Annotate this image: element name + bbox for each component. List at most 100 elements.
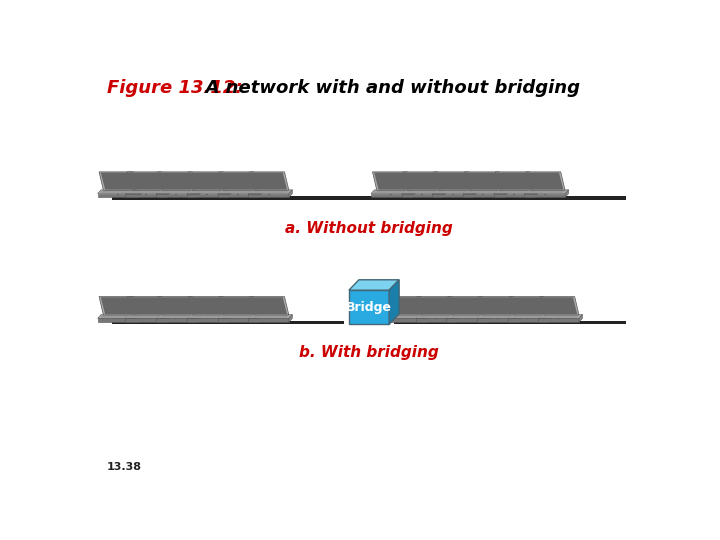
Polygon shape (250, 172, 289, 190)
Polygon shape (158, 172, 197, 190)
Polygon shape (435, 191, 472, 193)
Polygon shape (527, 191, 564, 193)
Polygon shape (467, 172, 502, 190)
Text: A network with and without bridging: A network with and without bridging (193, 79, 580, 97)
Polygon shape (156, 190, 200, 194)
Polygon shape (250, 296, 289, 315)
Polygon shape (289, 190, 292, 198)
Polygon shape (228, 190, 231, 198)
Polygon shape (156, 315, 200, 319)
Polygon shape (101, 297, 137, 314)
Polygon shape (190, 172, 226, 190)
Polygon shape (436, 172, 472, 190)
Polygon shape (129, 172, 164, 190)
Polygon shape (99, 296, 138, 315)
Polygon shape (446, 319, 487, 322)
Polygon shape (189, 172, 228, 190)
Polygon shape (526, 172, 565, 190)
Polygon shape (258, 315, 261, 322)
Polygon shape (540, 296, 579, 315)
Polygon shape (415, 315, 460, 319)
Polygon shape (372, 172, 412, 190)
Polygon shape (251, 191, 288, 193)
Polygon shape (477, 319, 518, 322)
Polygon shape (374, 191, 411, 193)
Polygon shape (138, 315, 142, 322)
Bar (394, 321, 626, 324)
Polygon shape (100, 191, 138, 193)
Polygon shape (125, 190, 170, 194)
Polygon shape (448, 296, 487, 315)
Polygon shape (524, 194, 565, 198)
Polygon shape (156, 319, 197, 322)
Polygon shape (197, 190, 200, 198)
Polygon shape (100, 315, 138, 318)
Polygon shape (187, 319, 228, 322)
Polygon shape (510, 315, 548, 318)
Polygon shape (449, 315, 487, 318)
Polygon shape (433, 190, 477, 194)
Polygon shape (125, 194, 166, 198)
Polygon shape (138, 190, 142, 198)
Polygon shape (389, 280, 399, 324)
Polygon shape (433, 194, 473, 198)
Polygon shape (99, 172, 138, 190)
Polygon shape (412, 190, 415, 198)
Bar (112, 196, 626, 199)
Polygon shape (541, 315, 578, 318)
Polygon shape (289, 315, 292, 322)
Polygon shape (388, 297, 424, 314)
Polygon shape (189, 296, 228, 315)
Polygon shape (371, 190, 415, 194)
Polygon shape (217, 319, 258, 322)
Polygon shape (128, 191, 166, 193)
Polygon shape (129, 297, 164, 314)
Polygon shape (402, 190, 446, 194)
Polygon shape (158, 296, 197, 315)
Polygon shape (511, 297, 546, 314)
Polygon shape (518, 315, 521, 322)
Polygon shape (258, 190, 261, 198)
Text: Figure 13.12:: Figure 13.12: (107, 79, 243, 97)
Polygon shape (128, 315, 166, 318)
Polygon shape (217, 194, 258, 198)
Polygon shape (187, 315, 231, 319)
Polygon shape (371, 194, 412, 198)
Polygon shape (387, 315, 425, 318)
Polygon shape (405, 172, 441, 190)
Polygon shape (419, 297, 454, 314)
Polygon shape (473, 190, 477, 198)
Polygon shape (190, 297, 226, 314)
Polygon shape (98, 319, 138, 322)
Polygon shape (496, 191, 534, 193)
Polygon shape (251, 172, 287, 190)
Polygon shape (98, 194, 138, 198)
Polygon shape (508, 319, 549, 322)
Polygon shape (248, 315, 292, 319)
Polygon shape (159, 315, 197, 318)
Polygon shape (417, 296, 456, 315)
Polygon shape (187, 190, 231, 194)
Polygon shape (477, 315, 521, 319)
Polygon shape (125, 319, 166, 322)
Polygon shape (528, 172, 563, 190)
Polygon shape (403, 172, 442, 190)
Polygon shape (248, 319, 289, 322)
Polygon shape (494, 190, 538, 194)
Polygon shape (217, 190, 261, 194)
Polygon shape (579, 315, 582, 322)
Polygon shape (442, 190, 446, 198)
Polygon shape (125, 315, 170, 319)
Polygon shape (387, 296, 426, 315)
Polygon shape (374, 172, 410, 190)
Polygon shape (219, 296, 258, 315)
Polygon shape (159, 297, 195, 314)
Polygon shape (456, 315, 460, 322)
Polygon shape (187, 194, 228, 198)
Polygon shape (466, 191, 503, 193)
Polygon shape (127, 296, 166, 315)
Polygon shape (385, 319, 426, 322)
Text: b. With bridging: b. With bridging (299, 346, 439, 361)
Text: Bridge: Bridge (346, 301, 392, 314)
Polygon shape (534, 190, 538, 198)
